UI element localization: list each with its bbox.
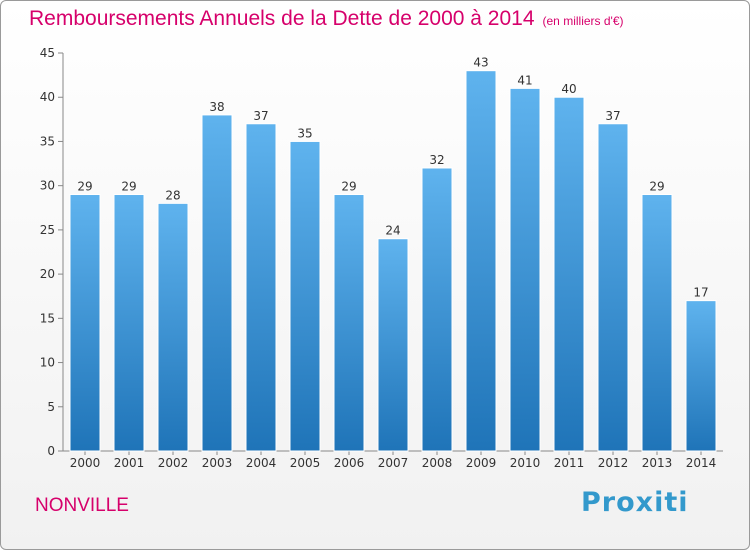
bar-2003 [201,114,233,452]
place-name: NONVILLE [35,495,129,516]
value-label-2004: 37 [253,109,268,123]
value-label-2001: 29 [121,180,136,194]
bar-2005 [289,140,321,452]
brand-logo: Proxiti [581,487,689,518]
bar-2004 [245,123,277,452]
y-tick-label: 20 [40,267,55,281]
x-tick-label-2008: 2008 [422,456,453,470]
x-tick-label-2012: 2012 [598,456,629,470]
x-tick-label-2007: 2007 [378,456,409,470]
y-tick-label: 25 [40,223,55,237]
x-tick-label-2005: 2005 [290,456,321,470]
bar-2014 [685,300,717,452]
x-tick-label-2001: 2001 [114,456,145,470]
bar-2011 [553,96,585,452]
value-label-2009: 43 [473,56,488,70]
value-label-2011: 40 [561,82,576,96]
value-label-2010: 41 [517,73,532,87]
chart-title: Remboursements Annuels de la Dette de 20… [29,7,624,31]
y-tick-label: 10 [40,356,55,370]
value-label-2006: 29 [341,180,356,194]
bar-2000 [69,194,101,452]
bar-2006 [333,194,365,452]
y-tick-label: 45 [40,46,55,60]
y-tick-label: 5 [47,400,55,414]
value-label-2002: 28 [165,188,180,202]
bars [69,70,717,452]
x-tick-label-2003: 2003 [202,456,233,470]
x-tick-label-2002: 2002 [158,456,189,470]
value-label-2003: 38 [209,100,224,114]
y-tick-label: 40 [40,90,55,104]
x-tick-label-2006: 2006 [334,456,365,470]
bar-2009 [465,70,497,452]
x-tick-label-2004: 2004 [246,456,277,470]
y-tick-label: 35 [40,134,55,148]
y-tick-label: 15 [40,311,55,325]
bar-2012 [597,123,629,452]
x-tick-label-2009: 2009 [466,456,497,470]
y-tick-label: 30 [40,179,55,193]
x-tick-label-2011: 2011 [554,456,585,470]
value-label-2014: 17 [693,286,708,300]
bar-2007 [377,238,409,452]
chart-subtitle: (en milliers d'€) [542,14,624,28]
value-label-2005: 35 [297,126,312,140]
value-label-2007: 24 [385,224,400,238]
bar-2010 [509,87,541,452]
chart-title-text: Remboursements Annuels de la Dette de 20… [29,7,535,30]
x-tick-label-2010: 2010 [510,456,541,470]
bar-2013 [641,194,673,452]
value-labels: 29 29 28 38 37 35 29 24 32 43 41 40 37 29 17 [77,56,708,300]
value-label-2008: 32 [429,153,444,167]
x-tick-label-2000: 2000 [70,456,101,470]
value-label-2013: 29 [649,180,664,194]
x-tick-label-2013: 2013 [642,456,673,470]
bar-2008 [421,167,453,452]
y-tick-label: 0 [47,444,55,458]
value-label-2000: 29 [77,180,92,194]
x-tick-label-2014: 2014 [686,456,717,470]
value-label-2012: 37 [605,109,620,123]
bar-2001 [113,194,145,452]
bar-2002 [157,202,189,452]
